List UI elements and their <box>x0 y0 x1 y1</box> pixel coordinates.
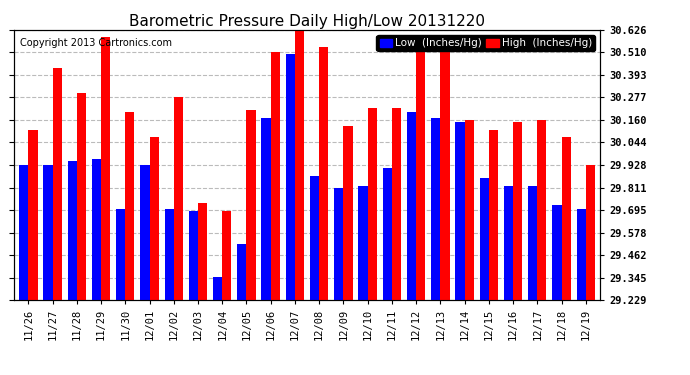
Bar <box>416 53 425 300</box>
Text: Copyright 2013 Cartronics.com: Copyright 2013 Cartronics.com <box>19 38 172 48</box>
Legend: Low  (Inches/Hg), High  (Inches/Hg): Low (Inches/Hg), High (Inches/Hg) <box>377 35 595 51</box>
Bar <box>358 186 368 300</box>
Bar <box>392 108 401 300</box>
Bar <box>28 130 37 300</box>
Bar <box>552 205 562 300</box>
Bar <box>116 209 126 300</box>
Bar <box>150 138 159 300</box>
Bar <box>344 126 353 300</box>
Bar <box>126 112 135 300</box>
Bar <box>431 118 440 300</box>
Bar <box>174 97 183 300</box>
Bar <box>528 186 538 300</box>
Bar <box>19 165 28 300</box>
Bar <box>464 120 474 300</box>
Bar <box>383 168 392 300</box>
Bar <box>334 188 344 300</box>
Bar <box>140 165 150 300</box>
Bar <box>577 209 586 300</box>
Bar <box>43 165 52 300</box>
Bar <box>440 53 450 300</box>
Bar <box>513 122 522 300</box>
Bar <box>246 110 256 300</box>
Bar <box>562 138 571 300</box>
Bar <box>164 209 174 300</box>
Bar <box>198 203 207 300</box>
Bar <box>310 176 319 300</box>
Bar <box>270 53 280 300</box>
Bar <box>489 130 498 300</box>
Bar <box>480 178 489 300</box>
Bar <box>286 54 295 300</box>
Bar <box>407 112 416 300</box>
Bar <box>52 68 62 300</box>
Bar <box>237 244 246 300</box>
Bar <box>68 160 77 300</box>
Bar <box>189 211 198 300</box>
Title: Barometric Pressure Daily High/Low 20131220: Barometric Pressure Daily High/Low 20131… <box>129 14 485 29</box>
Bar <box>319 46 328 300</box>
Bar <box>538 120 546 300</box>
Bar <box>586 165 595 300</box>
Bar <box>455 122 464 300</box>
Bar <box>262 118 270 300</box>
Bar <box>222 211 231 300</box>
Bar <box>504 186 513 300</box>
Bar <box>92 159 101 300</box>
Bar <box>101 37 110 300</box>
Bar <box>213 277 222 300</box>
Bar <box>77 93 86 300</box>
Bar <box>368 108 377 300</box>
Bar <box>295 29 304 300</box>
